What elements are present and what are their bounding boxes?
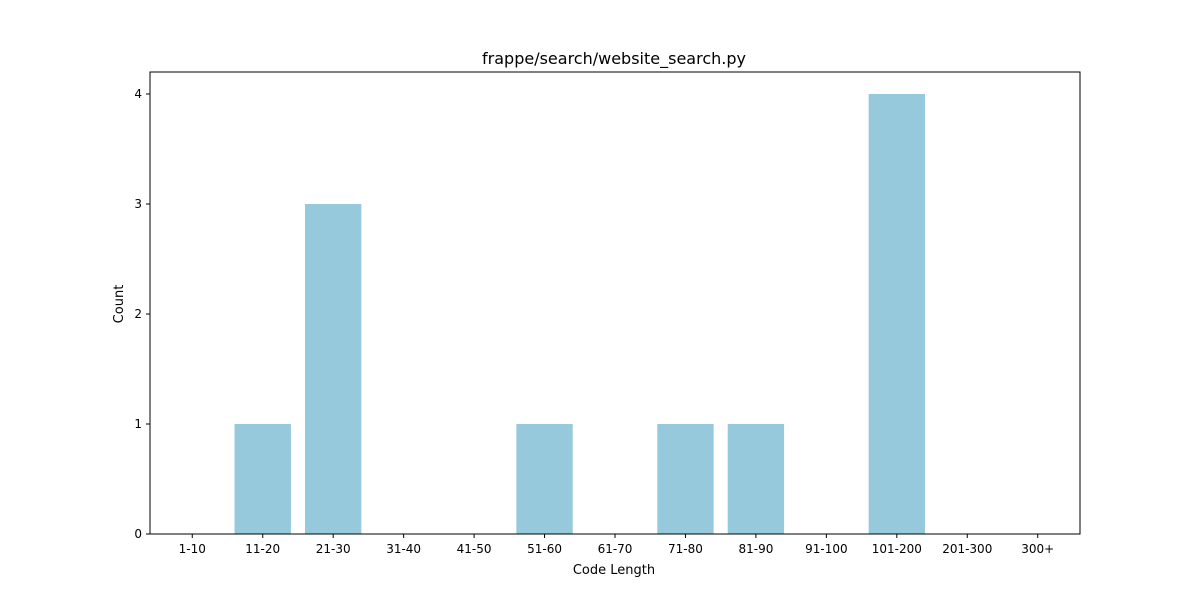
x-tick-label: 71-80 bbox=[668, 542, 703, 556]
x-tick-label: 51-60 bbox=[527, 542, 562, 556]
bar-101-200 bbox=[868, 94, 925, 534]
bar-81-90 bbox=[727, 424, 785, 534]
bar-21-30 bbox=[305, 204, 362, 534]
x-tick-label: 1-10 bbox=[179, 542, 206, 556]
x-tick-label: 21-30 bbox=[316, 542, 351, 556]
y-tick-label: 4 bbox=[134, 87, 142, 101]
y-tick-label: 1 bbox=[134, 417, 142, 431]
x-ticks-group: 1-10 11-20 21-30 31-40 41-50 51-60 61-70 71-80 8… bbox=[179, 534, 1054, 556]
x-tick-label: 201-300 bbox=[942, 542, 992, 556]
bar-51-60 bbox=[516, 424, 573, 534]
y-ticks-group: 0 1 2 3 4 bbox=[134, 87, 150, 541]
x-tick-label: 11-20 bbox=[245, 542, 280, 556]
plot-frame bbox=[149, 71, 1081, 535]
x-tick-label: 31-40 bbox=[386, 542, 421, 556]
x-tick-label: 101-200 bbox=[872, 542, 922, 556]
y-tick-label: 2 bbox=[134, 307, 142, 321]
x-tick-label: 81-90 bbox=[738, 542, 773, 556]
bars-group bbox=[234, 94, 925, 534]
y-axis-label: Count bbox=[112, 285, 127, 324]
x-tick-label: 41-50 bbox=[457, 542, 492, 556]
x-axis-label: Code Length bbox=[573, 563, 655, 578]
y-tick-label: 0 bbox=[134, 527, 142, 541]
chart-title: frappe/search/website_search.py bbox=[482, 49, 746, 69]
bar-11-20 bbox=[234, 424, 291, 534]
bar-71-80 bbox=[657, 424, 714, 534]
y-tick-label: 3 bbox=[134, 197, 142, 211]
x-tick-label: 300+ bbox=[1021, 542, 1054, 556]
x-tick-label: 61-70 bbox=[598, 542, 633, 556]
x-tick-label: 91-100 bbox=[805, 542, 848, 556]
